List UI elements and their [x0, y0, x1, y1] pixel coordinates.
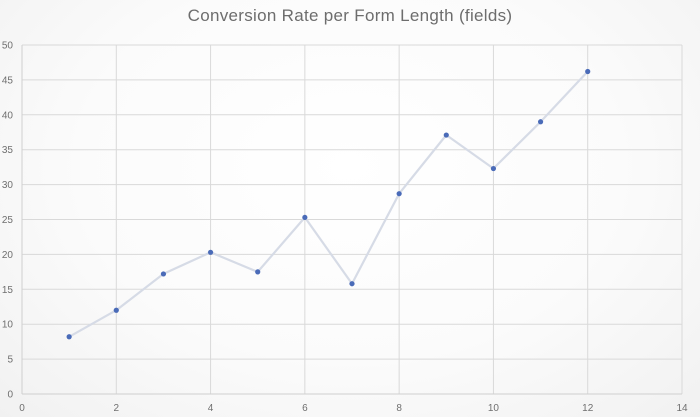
- data-point: [490, 165, 497, 172]
- x-tick-label: 10: [488, 403, 500, 414]
- series-line: [68, 70, 589, 338]
- y-tick-label: 5: [7, 355, 13, 366]
- grid-layer: [21, 44, 683, 394]
- x-tick-label: 14: [676, 403, 688, 414]
- chart-title: Conversion Rate per Form Length (fields): [187, 6, 513, 25]
- data-point: [302, 214, 308, 221]
- data-point: [207, 249, 214, 255]
- x-tick-label: 12: [582, 403, 594, 414]
- y-tick-label: 25: [2, 215, 14, 226]
- y-tick-label: 0: [7, 390, 13, 401]
- series-layer: [66, 68, 591, 340]
- x-tick-label: 4: [208, 403, 214, 414]
- x-tick-label: 8: [396, 403, 402, 414]
- y-tick-label: 45: [2, 75, 14, 86]
- data-point: [160, 271, 167, 277]
- data-point: [113, 307, 119, 313]
- data-point: [66, 334, 72, 340]
- data-point: [585, 68, 591, 75]
- data-point: [396, 191, 402, 197]
- data-point: [255, 269, 261, 275]
- y-tick-label: 20: [2, 250, 14, 261]
- x-tick-label: 2: [114, 403, 120, 414]
- y-tick-label: 35: [2, 145, 14, 156]
- x-tick-label: 0: [19, 403, 25, 414]
- y-tick-label: 40: [2, 110, 14, 121]
- y-tick-label: 30: [2, 180, 14, 191]
- data-point: [537, 119, 544, 125]
- x-tick-label: 6: [302, 403, 308, 414]
- y-tick-label: 10: [2, 320, 14, 331]
- data-point: [443, 132, 449, 138]
- tick-label-layer: 0 5 10 15 20 25 30 35 40 45 50 0 2 4 6 8 10 12 14: [2, 41, 688, 415]
- y-tick-label: 50: [2, 41, 14, 52]
- y-tick-label: 15: [2, 285, 14, 296]
- data-point: [349, 281, 355, 287]
